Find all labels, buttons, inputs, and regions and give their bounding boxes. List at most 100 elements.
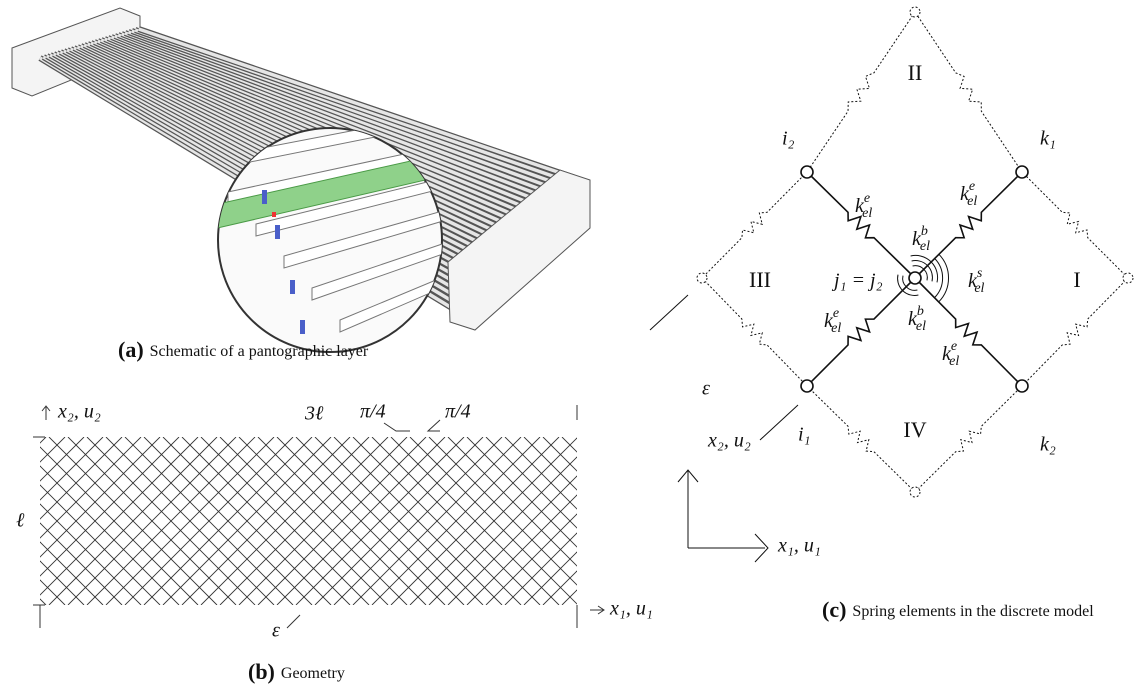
node <box>909 272 921 284</box>
grid-fiber <box>657 437 825 605</box>
grid-fiber <box>714 437 882 605</box>
grid-fiber <box>0 437 84 605</box>
angle-label: π/4 <box>360 401 386 423</box>
shear-arc <box>935 258 943 297</box>
node-label: k₁ <box>1040 128 1056 150</box>
grid-fiber <box>581 437 749 605</box>
node-label: i₁ <box>798 424 811 446</box>
pivot <box>262 190 267 204</box>
grid-fiber <box>600 437 768 605</box>
pivot <box>300 320 305 334</box>
figure: (a)Schematic of a pantographic layer x₂,… <box>0 0 1135 686</box>
grid-fiber <box>676 437 844 605</box>
boundary-spring <box>702 278 807 386</box>
grid-fiber <box>619 437 787 605</box>
grid-fiber <box>0 437 84 605</box>
node <box>801 166 813 178</box>
pivot-red <box>272 212 276 217</box>
spring-sup: e <box>833 306 839 321</box>
grid-fiber <box>0 437 8 605</box>
spring-sup: b <box>921 224 928 239</box>
node-label: k₂ <box>1040 434 1056 456</box>
axis-label: x₂, u₂ <box>57 401 101 423</box>
spring-sub: el <box>920 239 930 254</box>
virtual-node <box>1123 273 1133 283</box>
spring-sup: e <box>951 339 957 354</box>
grid-fiber <box>695 437 863 605</box>
boundary-spring <box>1022 278 1128 386</box>
axis-label: x₁, u₁ <box>777 535 821 557</box>
spring-label: ksel <box>968 266 985 296</box>
grid-fiber <box>676 437 844 605</box>
epsilon-label: ε <box>702 378 710 400</box>
virtual-node <box>910 487 920 497</box>
node <box>801 380 813 392</box>
region-label: I <box>1073 267 1080 292</box>
spring-sup: s <box>977 266 983 281</box>
spring-sub: el <box>862 206 872 221</box>
grid-fiber <box>733 437 901 605</box>
spring-sup: e <box>864 191 870 206</box>
node-label: i₂ <box>782 128 795 150</box>
region-label: III <box>749 267 771 292</box>
virtual-node <box>910 7 920 17</box>
pivot <box>275 225 280 239</box>
grid-fiber <box>619 437 787 605</box>
spring-sup: b <box>917 304 924 319</box>
spring-sub: el <box>949 354 959 369</box>
grid-fiber <box>771 437 939 605</box>
axis-label: x₁, u₁ <box>609 598 653 620</box>
grid-fiber <box>828 437 996 605</box>
grid-fiber <box>809 437 977 605</box>
spring-sub: el <box>916 319 926 334</box>
spring-sub: el <box>967 194 977 209</box>
boundary-spring <box>807 386 915 492</box>
grid-fiber <box>600 437 768 605</box>
boundary-spring <box>807 12 915 172</box>
grid-fiber <box>562 437 730 605</box>
epsilon-line <box>760 405 798 440</box>
epsilon-line <box>650 295 688 330</box>
boundary-spring <box>1022 172 1128 278</box>
grid-fiber <box>638 437 806 605</box>
grid-fiber <box>752 437 920 605</box>
pantographic-schematic <box>12 8 590 364</box>
spring-sub: el <box>831 321 841 336</box>
region-label: II <box>908 60 923 85</box>
grid-fiber <box>581 437 749 605</box>
extension-spring <box>915 278 1022 386</box>
node-label: j₁ = j₂ <box>831 270 883 292</box>
shear-arc <box>939 254 949 302</box>
spring-diagram <box>650 7 1133 562</box>
grid-fiber <box>809 437 977 605</box>
panel-label: (b)Geometry <box>248 659 345 684</box>
width-label: 3ℓ <box>304 403 324 425</box>
boundary-spring <box>915 12 1022 172</box>
grid-fiber <box>733 437 901 605</box>
grid-fiber <box>0 437 8 605</box>
grid-fiber <box>752 437 920 605</box>
boundary-spring <box>915 386 1022 492</box>
epsilon-label: ε <box>272 620 280 642</box>
height-label: ℓ <box>16 510 25 532</box>
grid-fiber <box>714 437 882 605</box>
grid-fiber <box>562 437 730 605</box>
extension-spring <box>807 278 915 386</box>
boundary-spring <box>702 172 807 278</box>
spring-sup: e <box>969 179 975 194</box>
angle-label: π/4 <box>445 401 471 423</box>
grid-fiber <box>638 437 806 605</box>
virtual-node <box>697 273 707 283</box>
node <box>1016 166 1028 178</box>
geometry-grid <box>0 437 996 605</box>
grid-fiber <box>828 437 996 605</box>
grid-fiber <box>771 437 939 605</box>
axis-label: x₂, u₂ <box>707 430 751 452</box>
grid-fiber <box>790 437 958 605</box>
pivot <box>290 280 295 294</box>
